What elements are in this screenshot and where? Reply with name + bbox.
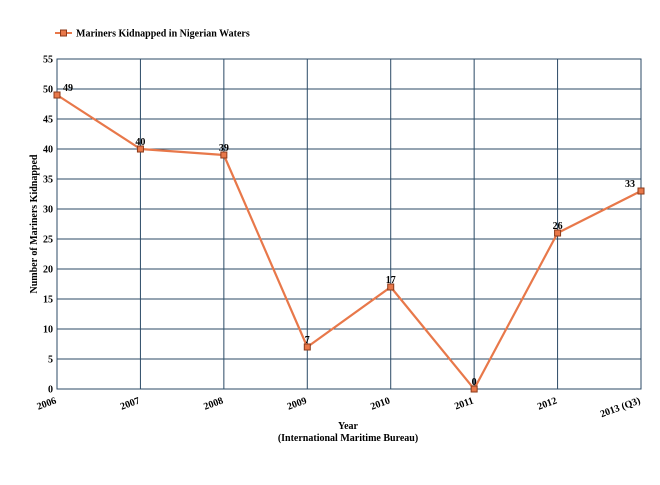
marker-2012: [554, 229, 562, 237]
x-tick-2008: 2008: [202, 395, 225, 412]
x-tick-2013 (Q3): 2013 (Q3): [599, 395, 642, 420]
marker-2013 (Q3): [637, 187, 645, 195]
y-tick-5: 5: [48, 355, 53, 366]
data-labels: 49 40 39 7 17 0 26 33: [63, 83, 635, 388]
y-tick-45: 45: [43, 115, 53, 126]
x-axis-subtitle: (International Maritime Bureau): [278, 433, 418, 444]
y-tick-10: 10: [43, 325, 53, 336]
marker-2010: [387, 283, 395, 291]
y-tick-0: 0: [48, 385, 53, 396]
plot-border: [56, 58, 642, 390]
y-axis-title: Number of Mariners Kidnapped: [29, 154, 40, 293]
marker-2008: [220, 151, 228, 159]
y-tick-20: 20: [43, 265, 53, 276]
y-tick-55: 55: [43, 55, 53, 66]
markers: [53, 91, 645, 393]
x-tick-2010: 2010: [369, 395, 392, 412]
x-tick-2006: 2006: [35, 395, 58, 412]
y-tick-15: 15: [43, 295, 53, 306]
data-label-2006: 49: [63, 83, 73, 94]
series-polyline: [56, 94, 642, 391]
x-tick-2012: 2012: [536, 395, 559, 412]
y-tick-30: 30: [43, 205, 53, 216]
x-tick-2011: 2011: [453, 395, 475, 412]
x-tick-2007: 2007: [119, 395, 142, 412]
marker-2007: [136, 145, 144, 153]
y-tick-40: 40: [43, 145, 53, 156]
series-line: [56, 94, 642, 391]
data-label-2009: 7: [305, 335, 310, 346]
data-label-2012: 26: [553, 221, 563, 232]
y-tick-labels: 0 5 10 15 20 25 30 35 40 45 50 55: [43, 55, 53, 396]
x-axis-title: Year: [338, 421, 359, 432]
data-label-2010: 17: [386, 275, 396, 286]
legend-marker: [60, 29, 67, 37]
legend-label: Mariners Kidnapped in Nigerian Waters: [76, 29, 250, 40]
x-tick-2009: 2009: [286, 395, 309, 412]
marker-2006: [53, 91, 61, 99]
marker-2011: [470, 385, 478, 393]
legend: Mariners Kidnapped in Nigerian Waters: [55, 29, 250, 40]
x-tick-labels: 2006 2007 2008 2009 2010 2011 2012 2013 (Q3): [35, 395, 642, 420]
data-label-2011: 0: [472, 377, 477, 388]
grid: [56, 58, 642, 390]
y-tick-35: 35: [43, 175, 53, 186]
data-label-2013 (Q3): 33: [625, 179, 635, 190]
data-label-2007: 40: [135, 137, 145, 148]
data-label-2008: 39: [219, 143, 229, 154]
y-tick-25: 25: [43, 235, 53, 246]
y-tick-50: 50: [43, 85, 53, 96]
marker-2009: [303, 343, 311, 351]
